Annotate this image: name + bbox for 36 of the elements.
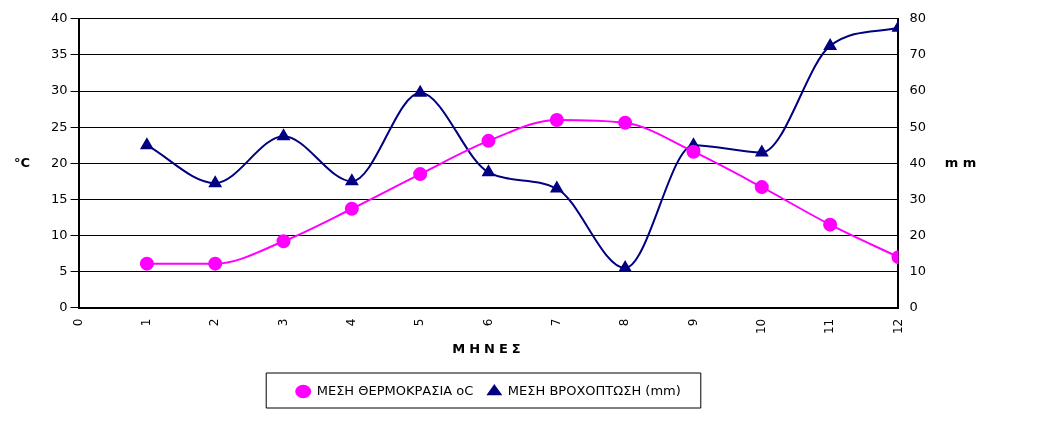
y-tick-label: 0 bbox=[59, 299, 68, 315]
x-tick-label: 9 bbox=[685, 318, 700, 327]
y-tick-label: 10 bbox=[51, 226, 68, 242]
y-tick-label: 5 bbox=[59, 262, 68, 278]
x-tick-label: 7 bbox=[548, 318, 563, 327]
y2-axis-title: m m bbox=[944, 154, 977, 170]
x-tick-label: 12 bbox=[890, 318, 905, 335]
y2-tick-label: 10 bbox=[909, 262, 926, 278]
y-tick-label: 35 bbox=[51, 46, 68, 62]
x-tick-label: 6 bbox=[480, 318, 495, 327]
x-tick-label: 1 bbox=[138, 318, 153, 327]
x-tick-label: 10 bbox=[753, 318, 768, 335]
x-tick-label: 0 bbox=[70, 318, 85, 327]
x-tick-label: 11 bbox=[822, 318, 837, 335]
y-tick-label: 25 bbox=[51, 118, 68, 134]
x-axis-title: ΜΗΝΕΣ bbox=[452, 341, 525, 357]
y2-tick-label: 0 bbox=[909, 299, 918, 315]
y-axis-title: °C bbox=[13, 154, 31, 170]
x-tick-label: 4 bbox=[343, 318, 358, 327]
legend-label: ΜΕΣΗ ΘΕΡΜΟΚΡΑΣΙΑ oC bbox=[316, 382, 474, 398]
y-tick-label: 40 bbox=[51, 10, 68, 26]
y2-tick-label: 70 bbox=[909, 46, 926, 62]
x-tick-label: 5 bbox=[412, 318, 427, 327]
x-tick-label: 3 bbox=[275, 318, 290, 327]
y-tick-label: 15 bbox=[51, 190, 68, 206]
x-tick-label: 8 bbox=[617, 318, 632, 327]
y-tick-label: 20 bbox=[51, 154, 68, 170]
legend-label: ΜΕΣΗ ΒΡΟΧΟΠΤΩΣΗ (mm) bbox=[507, 382, 681, 398]
y2-tick-label: 20 bbox=[909, 226, 926, 242]
y-tick-label: 30 bbox=[51, 82, 68, 98]
y2-tick-label: 30 bbox=[909, 190, 926, 206]
y2-tick-label: 80 bbox=[909, 10, 926, 26]
y2-tick-label: 50 bbox=[909, 118, 926, 134]
y2-tick-label: 40 bbox=[909, 154, 926, 170]
x-tick-label: 2 bbox=[207, 318, 222, 327]
y2-tick-label: 60 bbox=[909, 82, 926, 98]
